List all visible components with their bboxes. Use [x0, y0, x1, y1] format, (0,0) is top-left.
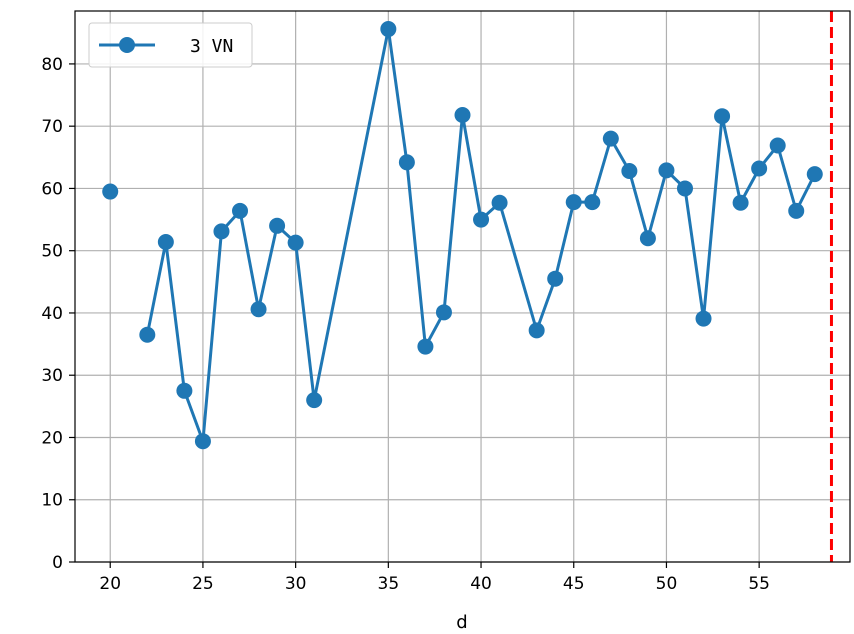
data-point — [232, 202, 249, 219]
x-tick-label: 55 — [748, 574, 770, 594]
data-point — [714, 108, 731, 125]
y-tick-label: 50 — [41, 242, 63, 262]
x-axis-label: d — [456, 612, 467, 633]
y-tick-label: 80 — [41, 55, 63, 75]
y-tick-label: 0 — [52, 553, 63, 573]
data-point — [806, 166, 823, 183]
legend-frame — [88, 22, 253, 68]
x-tick-label: 25 — [192, 574, 214, 594]
data-point — [139, 326, 156, 343]
data-point — [287, 234, 304, 251]
data-point — [602, 130, 619, 147]
data-point — [194, 433, 211, 450]
data-point — [417, 338, 434, 355]
data-point — [584, 194, 601, 211]
data-point — [473, 211, 490, 228]
data-point — [269, 217, 286, 234]
data-point — [639, 230, 656, 247]
y-tick-label: 20 — [41, 428, 63, 448]
data-point — [454, 106, 471, 123]
y-axis-ticks: 0 10 20 30 40 50 60 70 80 — [41, 55, 75, 573]
data-point — [565, 194, 582, 211]
data-point — [658, 162, 675, 179]
legend: 3 VN — [88, 22, 253, 68]
x-tick-label: 35 — [378, 574, 400, 594]
data-point — [695, 310, 712, 327]
data-point — [621, 163, 638, 180]
x-tick-label: 50 — [656, 574, 678, 594]
data-point — [732, 194, 749, 211]
data-point — [176, 382, 193, 399]
data-point — [213, 223, 230, 240]
y-tick-label: 30 — [41, 366, 63, 386]
x-tick-label: 45 — [563, 574, 585, 594]
data-point — [435, 304, 452, 321]
data-point — [250, 301, 267, 318]
data-point — [491, 194, 508, 211]
y-tick-label: 40 — [41, 304, 63, 324]
legend-marker-sample — [119, 37, 135, 53]
data-point — [751, 160, 768, 177]
x-tick-label: 20 — [99, 574, 121, 594]
data-point — [547, 270, 564, 287]
data-point — [398, 154, 415, 171]
data-point — [306, 392, 323, 409]
data-point — [676, 180, 693, 197]
data-point — [769, 137, 786, 154]
data-point — [157, 233, 174, 250]
x-tick-label: 40 — [470, 574, 492, 594]
data-point — [528, 322, 545, 339]
x-tick-label: 30 — [285, 574, 307, 594]
y-tick-label: 60 — [41, 179, 63, 199]
legend-label: 3 VN — [190, 36, 233, 57]
y-tick-label: 70 — [41, 117, 63, 137]
y-tick-label: 10 — [41, 491, 63, 511]
data-point — [102, 183, 119, 200]
series-group — [102, 21, 823, 450]
data-point — [380, 21, 397, 38]
plot-frame — [74, 10, 851, 563]
x-axis-ticks: 20 25 30 35 40 45 50 55 — [99, 562, 770, 594]
data-point — [788, 202, 805, 219]
